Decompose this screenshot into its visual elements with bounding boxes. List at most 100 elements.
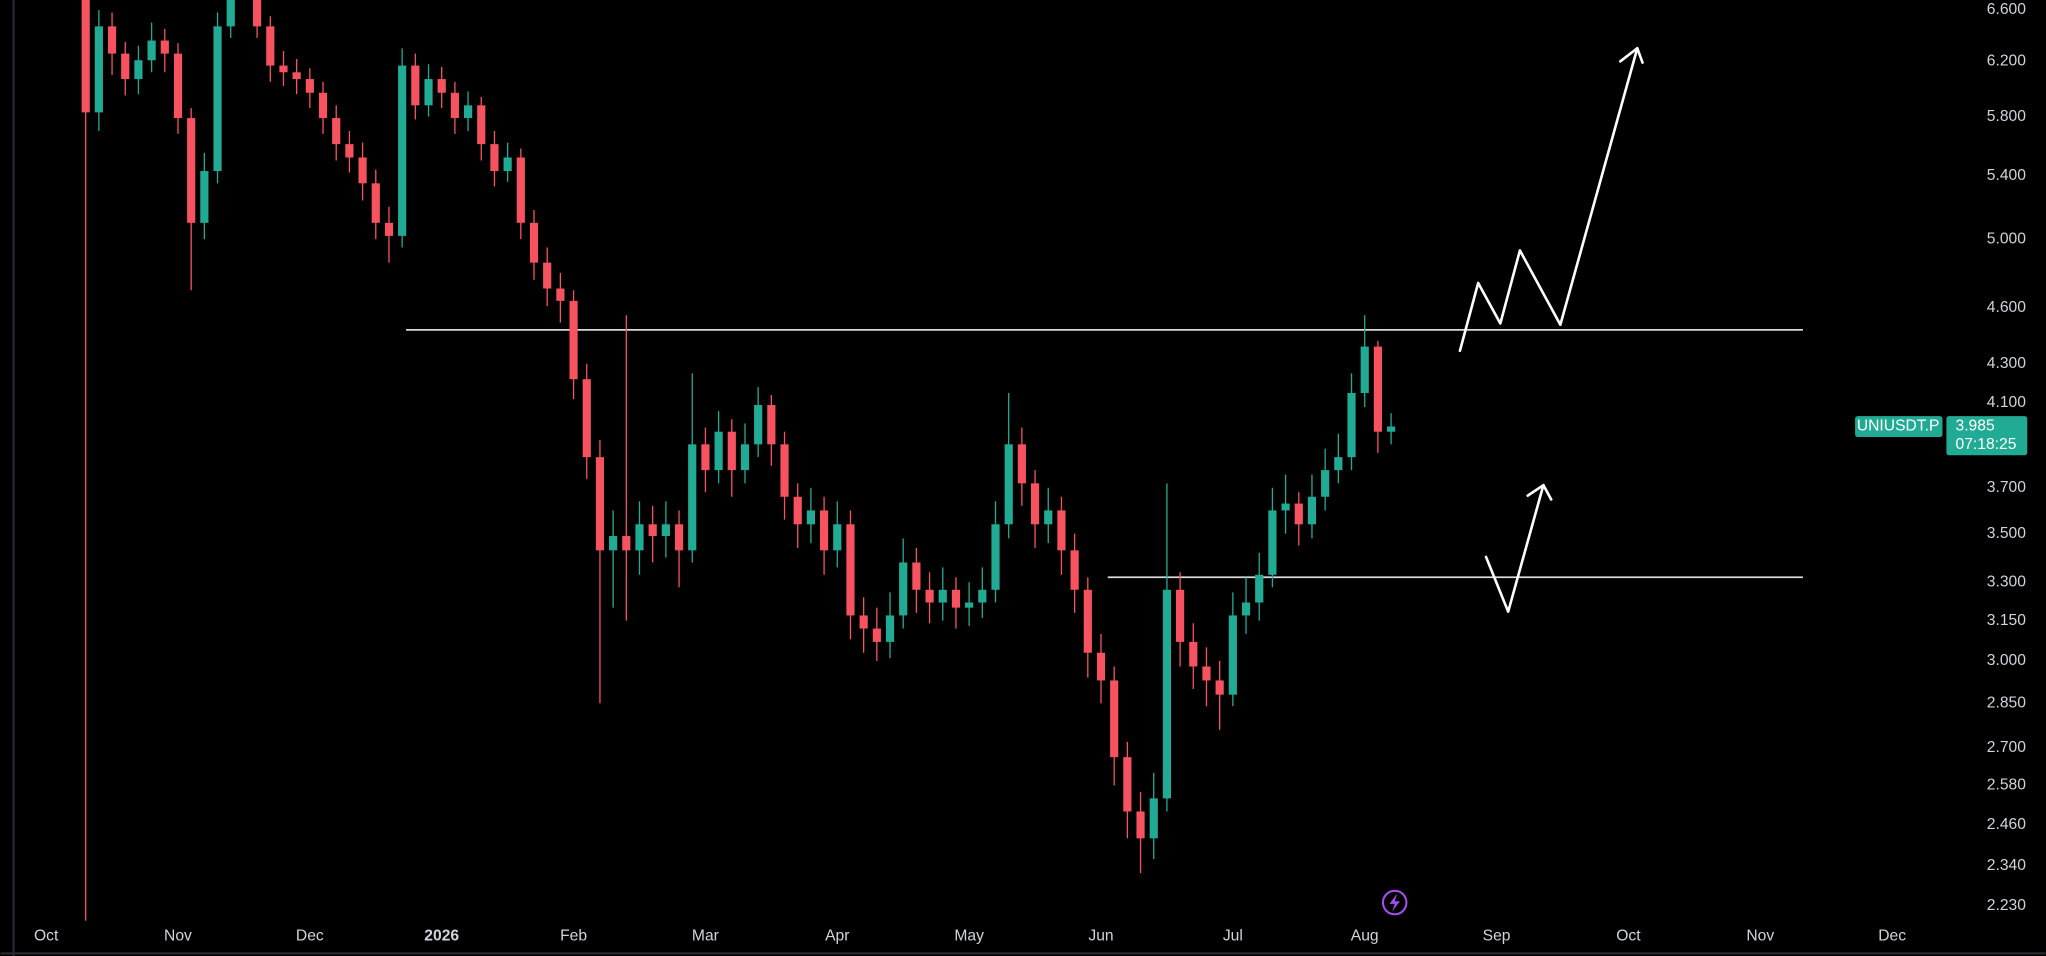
candle-body xyxy=(1360,346,1369,394)
candle-body xyxy=(543,262,552,289)
candle-body xyxy=(305,79,314,93)
candle-body xyxy=(951,589,961,608)
x-tick-label: Nov xyxy=(1746,928,1774,945)
candle-body xyxy=(1044,510,1053,525)
candle-body xyxy=(965,602,974,608)
candle-body xyxy=(1136,811,1145,839)
candle-body xyxy=(1070,550,1079,590)
candle-body xyxy=(912,562,921,590)
candle-body xyxy=(1123,757,1132,812)
y-tick-label: 4.600 xyxy=(1987,299,2026,316)
candle-body xyxy=(411,65,420,106)
candle-body xyxy=(200,171,209,223)
candle-body xyxy=(1215,680,1224,695)
candle-body xyxy=(1189,641,1198,667)
x-tick-label: Dec xyxy=(1878,928,1906,945)
x-tick-label: Jun xyxy=(1088,928,1113,945)
projection-drawings xyxy=(1458,46,1644,613)
candle-body xyxy=(1176,589,1185,642)
y-tick-label: 6.200 xyxy=(1987,53,2026,70)
event-icon-bolt[interactable] xyxy=(1389,893,1400,912)
candle-body xyxy=(859,615,868,629)
candle-body xyxy=(991,524,1000,590)
candle-body xyxy=(701,444,710,471)
y-tick-label: 2.460 xyxy=(1987,816,2026,833)
candle-body xyxy=(1162,589,1172,799)
candle-body xyxy=(384,222,394,236)
y-tick-label: 3.300 xyxy=(1987,573,2026,590)
candle-body xyxy=(833,524,842,551)
y-tick-label: 3.500 xyxy=(1987,525,2026,542)
candle-body xyxy=(437,79,446,93)
projection-path-upper xyxy=(1458,46,1639,353)
candle-body xyxy=(899,562,908,616)
y-tick-label: 3.700 xyxy=(1987,479,2026,496)
candle-body xyxy=(490,144,499,172)
plot-area xyxy=(81,0,1803,921)
candle-body xyxy=(1057,510,1066,551)
candle-body xyxy=(1386,426,1396,432)
candle-body xyxy=(793,496,802,525)
candle-body xyxy=(332,118,341,145)
candle-body xyxy=(1373,346,1382,432)
y-tick-label: 2.340 xyxy=(1987,857,2026,874)
candle-body xyxy=(1096,652,1106,681)
candle-body xyxy=(754,405,763,445)
candle-body xyxy=(714,431,723,471)
candle-body xyxy=(1030,483,1040,525)
x-tick-label: Mar xyxy=(692,928,719,945)
x-tick-label: Jul xyxy=(1223,928,1243,945)
candle-body xyxy=(187,118,196,223)
candle-body xyxy=(872,628,881,642)
x-tick-label: Feb xyxy=(560,928,587,945)
candle-body xyxy=(674,524,684,551)
candle-body xyxy=(582,379,591,458)
candle-body xyxy=(740,444,750,471)
candle-body xyxy=(780,444,789,497)
candle-body xyxy=(173,53,183,119)
candle-body xyxy=(569,300,578,380)
candle-body xyxy=(820,510,829,551)
candle-body xyxy=(529,222,539,263)
candle-body xyxy=(556,288,565,301)
candle-body xyxy=(121,53,130,80)
candle-body xyxy=(147,40,156,61)
candle-body xyxy=(767,405,776,445)
candle-body xyxy=(94,26,103,113)
event-icon[interactable] xyxy=(1381,889,1408,916)
candle-body xyxy=(1281,503,1290,511)
y-tick-label: 2.850 xyxy=(1987,694,2026,711)
candle-body xyxy=(1241,602,1251,616)
symbol-name: UNIUSDT.P xyxy=(1857,418,1940,435)
candle-body xyxy=(846,524,855,616)
candle-body xyxy=(925,589,934,603)
bar-countdown: 07:18:25 xyxy=(1956,436,2017,453)
candle-body xyxy=(1083,589,1092,653)
candle-body xyxy=(1110,680,1119,758)
y-tick-label: 3.000 xyxy=(1987,652,2026,669)
candle-body xyxy=(450,92,459,119)
candle-body xyxy=(226,0,235,27)
candle-body xyxy=(1294,503,1303,525)
candle-body xyxy=(648,524,657,537)
x-tick-label: 2026 xyxy=(424,928,459,945)
candle-body xyxy=(806,510,815,525)
y-tick-label: 5.000 xyxy=(1987,230,2026,247)
event-icon-ring[interactable] xyxy=(1381,889,1408,916)
candle-body xyxy=(1268,510,1277,575)
candle-body xyxy=(81,0,90,113)
candle-body xyxy=(134,60,143,80)
y-tick-label: 2.580 xyxy=(1987,777,2026,794)
candle-body xyxy=(1017,444,1026,484)
x-tick-label: Apr xyxy=(825,928,849,945)
candle-body xyxy=(1255,574,1264,603)
candle-body xyxy=(1347,393,1356,458)
candle-body xyxy=(358,157,367,184)
candle-body xyxy=(661,524,670,537)
y-tick-label: 5.400 xyxy=(1987,167,2026,184)
candle-body xyxy=(885,615,895,642)
candle-body xyxy=(266,26,275,66)
candle-body xyxy=(1334,457,1343,471)
